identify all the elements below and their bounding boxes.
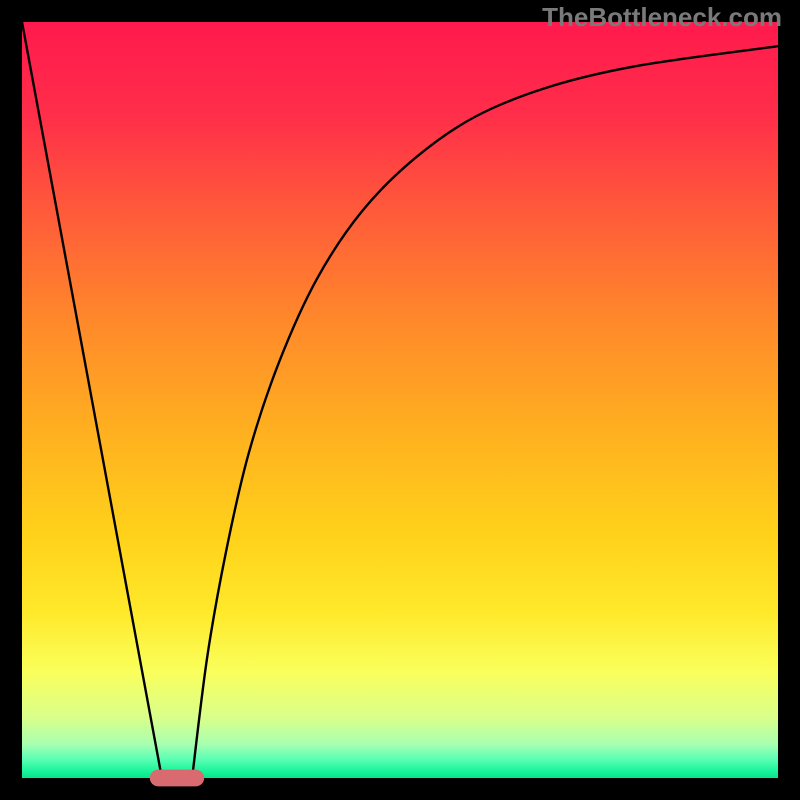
chart-svg [0,0,800,800]
watermark-text: TheBottleneck.com [542,2,782,33]
plot-background [22,22,778,778]
target-marker [150,770,204,787]
bottleneck-chart: TheBottleneck.com [0,0,800,800]
